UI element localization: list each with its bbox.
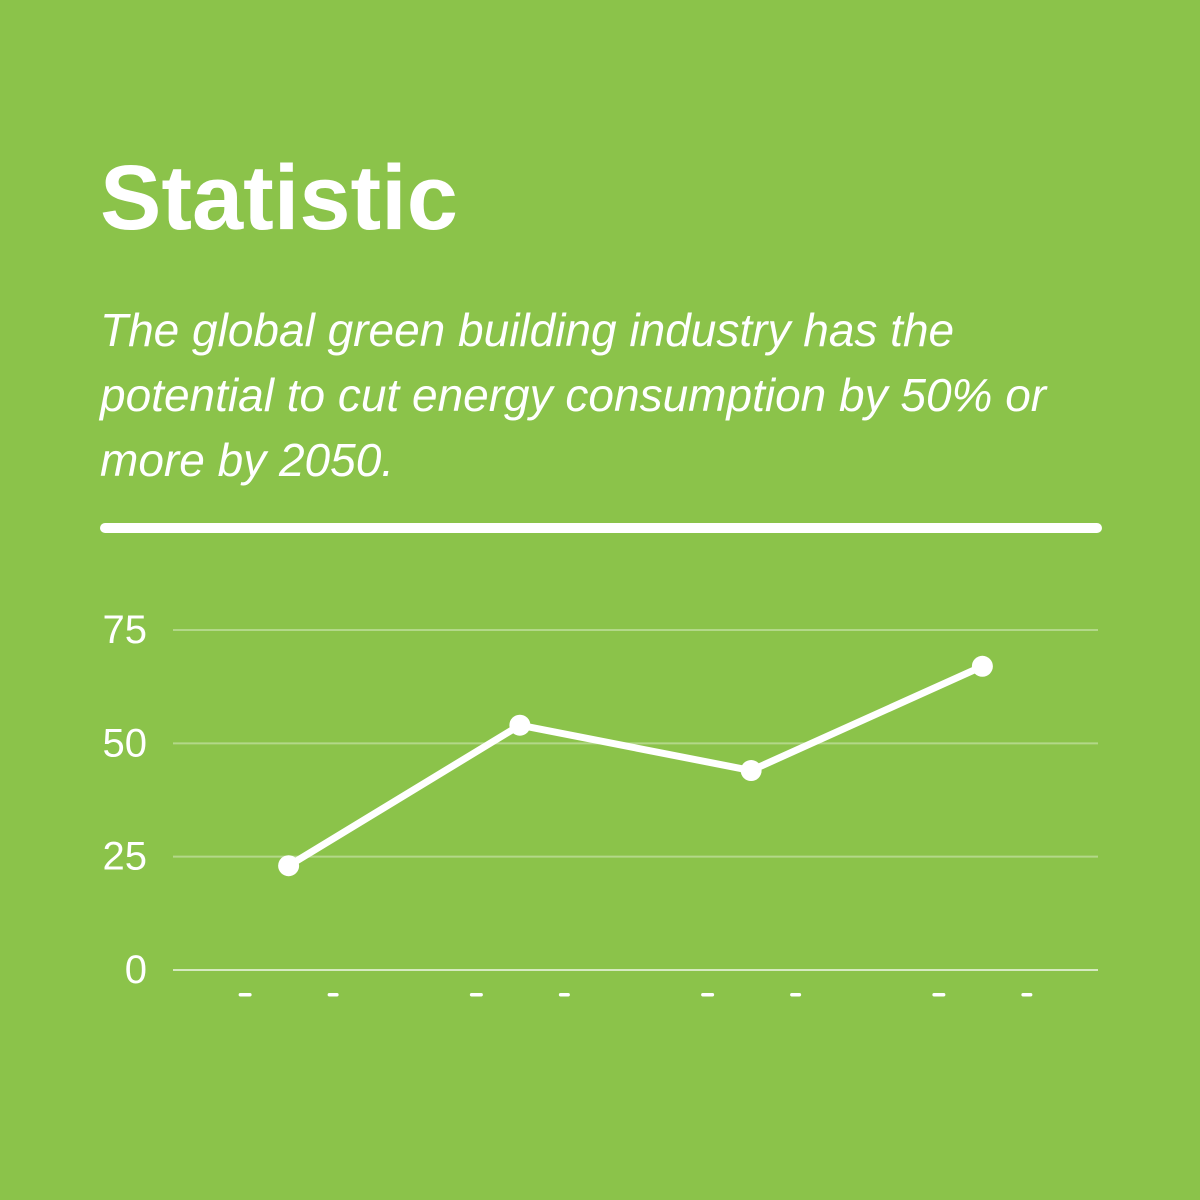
data-point: [971, 655, 993, 677]
data-point: [509, 714, 531, 736]
clipped-x-label-mark: [1021, 993, 1033, 997]
data-point: [278, 855, 300, 877]
y-tick-label: 25: [103, 835, 148, 879]
page-title: Statistic: [100, 147, 458, 249]
series-line: [285, 662, 986, 870]
y-tick-label: 75: [103, 608, 148, 652]
clipped-x-label-mark: [327, 993, 339, 997]
description-line: potential to cut energy consumption by 5…: [100, 369, 1047, 421]
clipped-x-label-mark: [932, 993, 946, 997]
y-tick-label: 50: [103, 721, 148, 765]
clipped-x-label-mark: [558, 993, 570, 997]
statistic-description: The global green building industry has t…: [100, 298, 1120, 493]
clipped-x-label-mark: [790, 993, 802, 997]
data-point: [740, 760, 762, 782]
line-chart: 0 25 50 75: [0, 560, 1200, 1200]
description-line: The global green building industry has t…: [100, 304, 955, 356]
y-tick-label: 0: [125, 948, 147, 992]
clipped-x-label-mark: [238, 993, 252, 997]
clipped-x-label-mark: [469, 993, 483, 997]
clipped-x-label-mark: [701, 993, 715, 997]
chart-svg: 0 25 50 75: [103, 608, 1098, 997]
description-line: more by 2050.: [100, 434, 395, 486]
divider-rule: [100, 523, 1102, 533]
